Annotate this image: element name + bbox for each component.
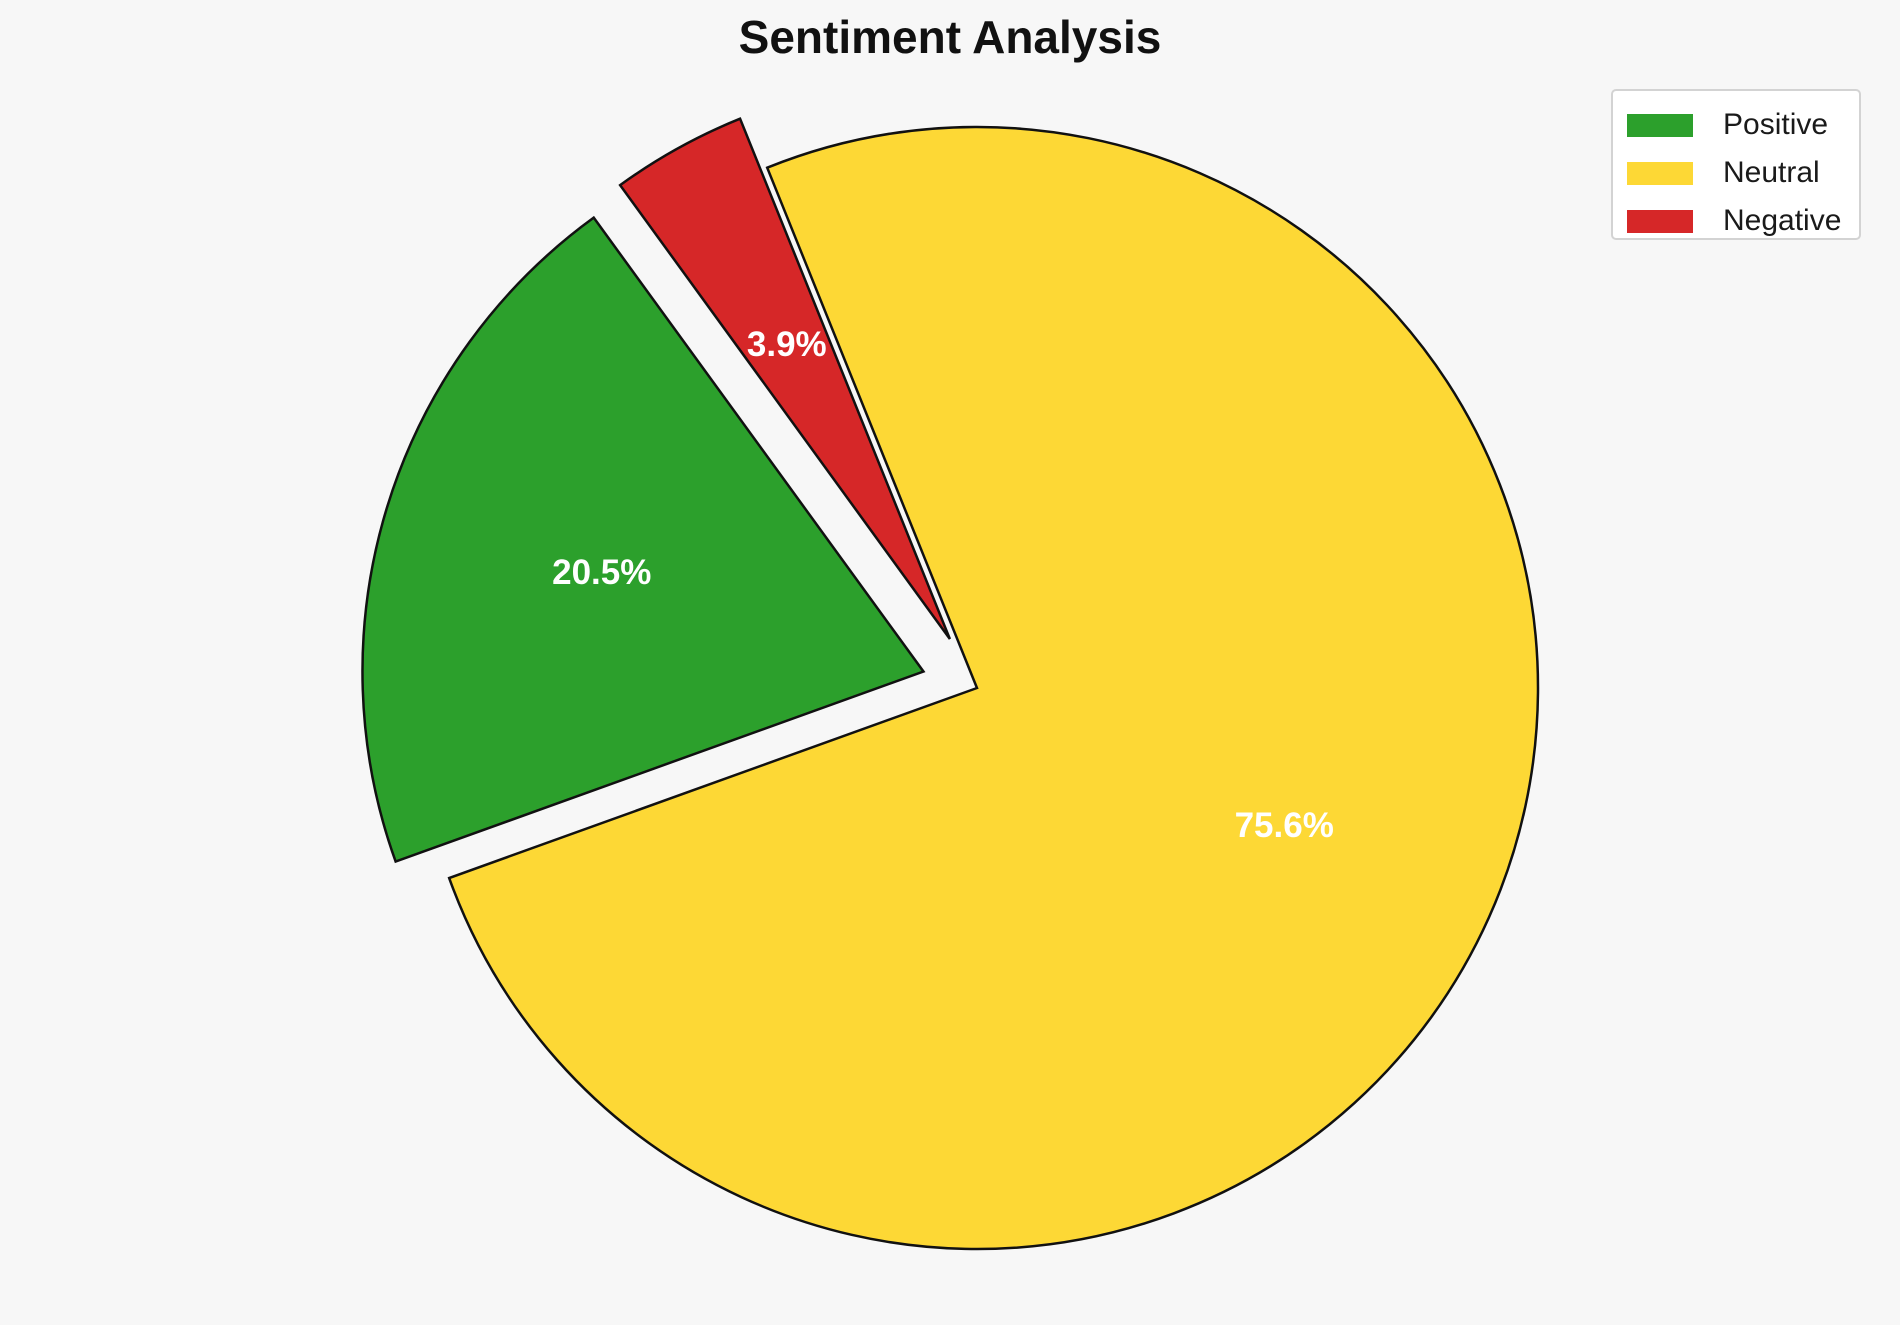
legend-swatch-negative [1627,209,1693,233]
legend-label-positive: Positive [1723,108,1829,141]
legend-swatch-positive [1627,113,1693,137]
slice-label-negative: 3.9% [747,325,827,364]
chart-title: Sentiment Analysis [738,11,1162,63]
legend-label-neutral: Neutral [1723,156,1820,189]
pie-slice-negative [618,117,952,640]
pie-slice-neutral [447,125,1540,1251]
legend-item-positive: Positive [1627,101,1859,149]
legend-label-negative: Negative [1723,204,1842,237]
slice-label-positive: 20.5% [552,553,651,592]
slice-label-neutral: 75.6% [1235,806,1334,845]
legend-swatch-neutral [1627,161,1693,185]
legend: Positive Neutral Negative [1611,89,1861,240]
pie-slice-positive [361,215,926,864]
legend-item-neutral: Neutral [1627,149,1859,197]
legend-item-negative: Negative [1627,197,1859,245]
